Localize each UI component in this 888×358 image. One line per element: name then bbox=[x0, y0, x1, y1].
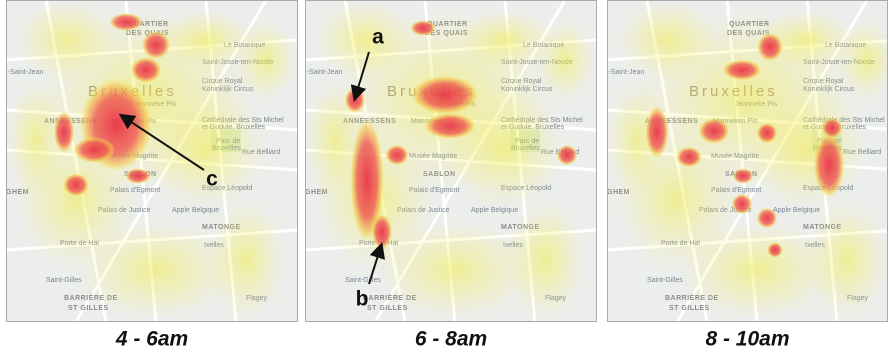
caption: 8 - 10am bbox=[705, 328, 789, 351]
heat-low bbox=[455, 10, 555, 70]
map-label: Saint-Gilles bbox=[345, 277, 381, 284]
heat-high bbox=[731, 193, 753, 215]
heat-low bbox=[747, 90, 867, 210]
heat-high bbox=[676, 146, 702, 168]
heat-high bbox=[424, 113, 476, 139]
map-label: k-Saint-Jean bbox=[303, 69, 342, 76]
heat-low bbox=[677, 220, 837, 320]
heat-high bbox=[756, 207, 778, 229]
heat-low bbox=[6, 80, 66, 200]
map-label: ST GILLES bbox=[68, 305, 109, 312]
annotation-arrow bbox=[350, 51, 370, 102]
heat-low bbox=[206, 200, 286, 320]
caption: 4 - 6am bbox=[115, 328, 188, 351]
heat-high bbox=[73, 137, 115, 163]
map: QUARTIERDES QUAISLe BotaniqueSaint-Josse… bbox=[605, 0, 888, 322]
heat-high bbox=[821, 117, 843, 139]
heat-high bbox=[732, 168, 754, 184]
heat-high bbox=[757, 32, 783, 62]
heat-high bbox=[767, 242, 783, 258]
heat-high bbox=[344, 87, 366, 113]
heat-low bbox=[315, 0, 415, 80]
annotation-arrow bbox=[118, 113, 205, 171]
heat-low bbox=[807, 200, 887, 320]
map-label: Apple Belgique bbox=[471, 207, 518, 214]
heat-high bbox=[125, 168, 151, 184]
heat-low bbox=[146, 90, 266, 210]
caption: 6 - 8am bbox=[415, 328, 487, 351]
heat-high bbox=[756, 122, 778, 144]
map-label: Saint-Gilles bbox=[647, 277, 683, 284]
heat-low bbox=[76, 220, 236, 320]
annotation-arrow bbox=[368, 242, 386, 285]
heat-high bbox=[109, 12, 143, 32]
heat-high bbox=[556, 144, 578, 166]
map-label: Apple Belgique bbox=[773, 207, 820, 214]
heat-high bbox=[410, 20, 436, 36]
heat-low bbox=[156, 10, 256, 70]
map-label: ST GILLES bbox=[367, 305, 408, 312]
heat-high bbox=[130, 57, 162, 83]
heat-high bbox=[53, 111, 75, 153]
map-label: k-Saint-Jean bbox=[605, 69, 644, 76]
heat-high bbox=[411, 75, 479, 115]
heat-high bbox=[141, 30, 171, 60]
map: QUARTIERDES QUAISLe BotaniqueSaint-Josse… bbox=[303, 0, 597, 322]
heat-high bbox=[645, 106, 669, 158]
heat-low bbox=[757, 10, 857, 70]
heat-low bbox=[16, 0, 116, 80]
panel-border bbox=[305, 0, 597, 322]
heat-low bbox=[445, 90, 565, 210]
annotation-label: b bbox=[356, 288, 369, 311]
map-panel: QUARTIERDES QUAISLe BotaniqueSaint-Josse… bbox=[303, 0, 597, 351]
map-label: ST GILLES bbox=[669, 305, 710, 312]
heat-low bbox=[375, 220, 535, 320]
heat-high bbox=[813, 132, 845, 198]
heat-high bbox=[385, 144, 409, 166]
annotation-label: c bbox=[206, 168, 218, 191]
heat-low bbox=[505, 200, 585, 320]
map-panel: QUARTIERDES QUAISLe BotaniqueSaint-Josse… bbox=[4, 0, 298, 351]
heat-high bbox=[698, 118, 730, 144]
map-label: k-Saint-Jean bbox=[4, 69, 43, 76]
map: QUARTIERDES QUAISLe BotaniqueSaint-Josse… bbox=[4, 0, 298, 322]
map-label: Saint-Gilles bbox=[46, 277, 82, 284]
heat-high bbox=[350, 117, 384, 243]
heat-high bbox=[63, 173, 89, 197]
panel-border bbox=[6, 0, 298, 322]
heat-high bbox=[371, 213, 393, 251]
annotation-label: a bbox=[372, 26, 384, 49]
heat-low bbox=[617, 0, 717, 80]
map-panel: QUARTIERDES QUAISLe BotaniqueSaint-Josse… bbox=[605, 0, 888, 351]
map-label: Apple Belgique bbox=[172, 207, 219, 214]
heat-high bbox=[722, 59, 762, 81]
